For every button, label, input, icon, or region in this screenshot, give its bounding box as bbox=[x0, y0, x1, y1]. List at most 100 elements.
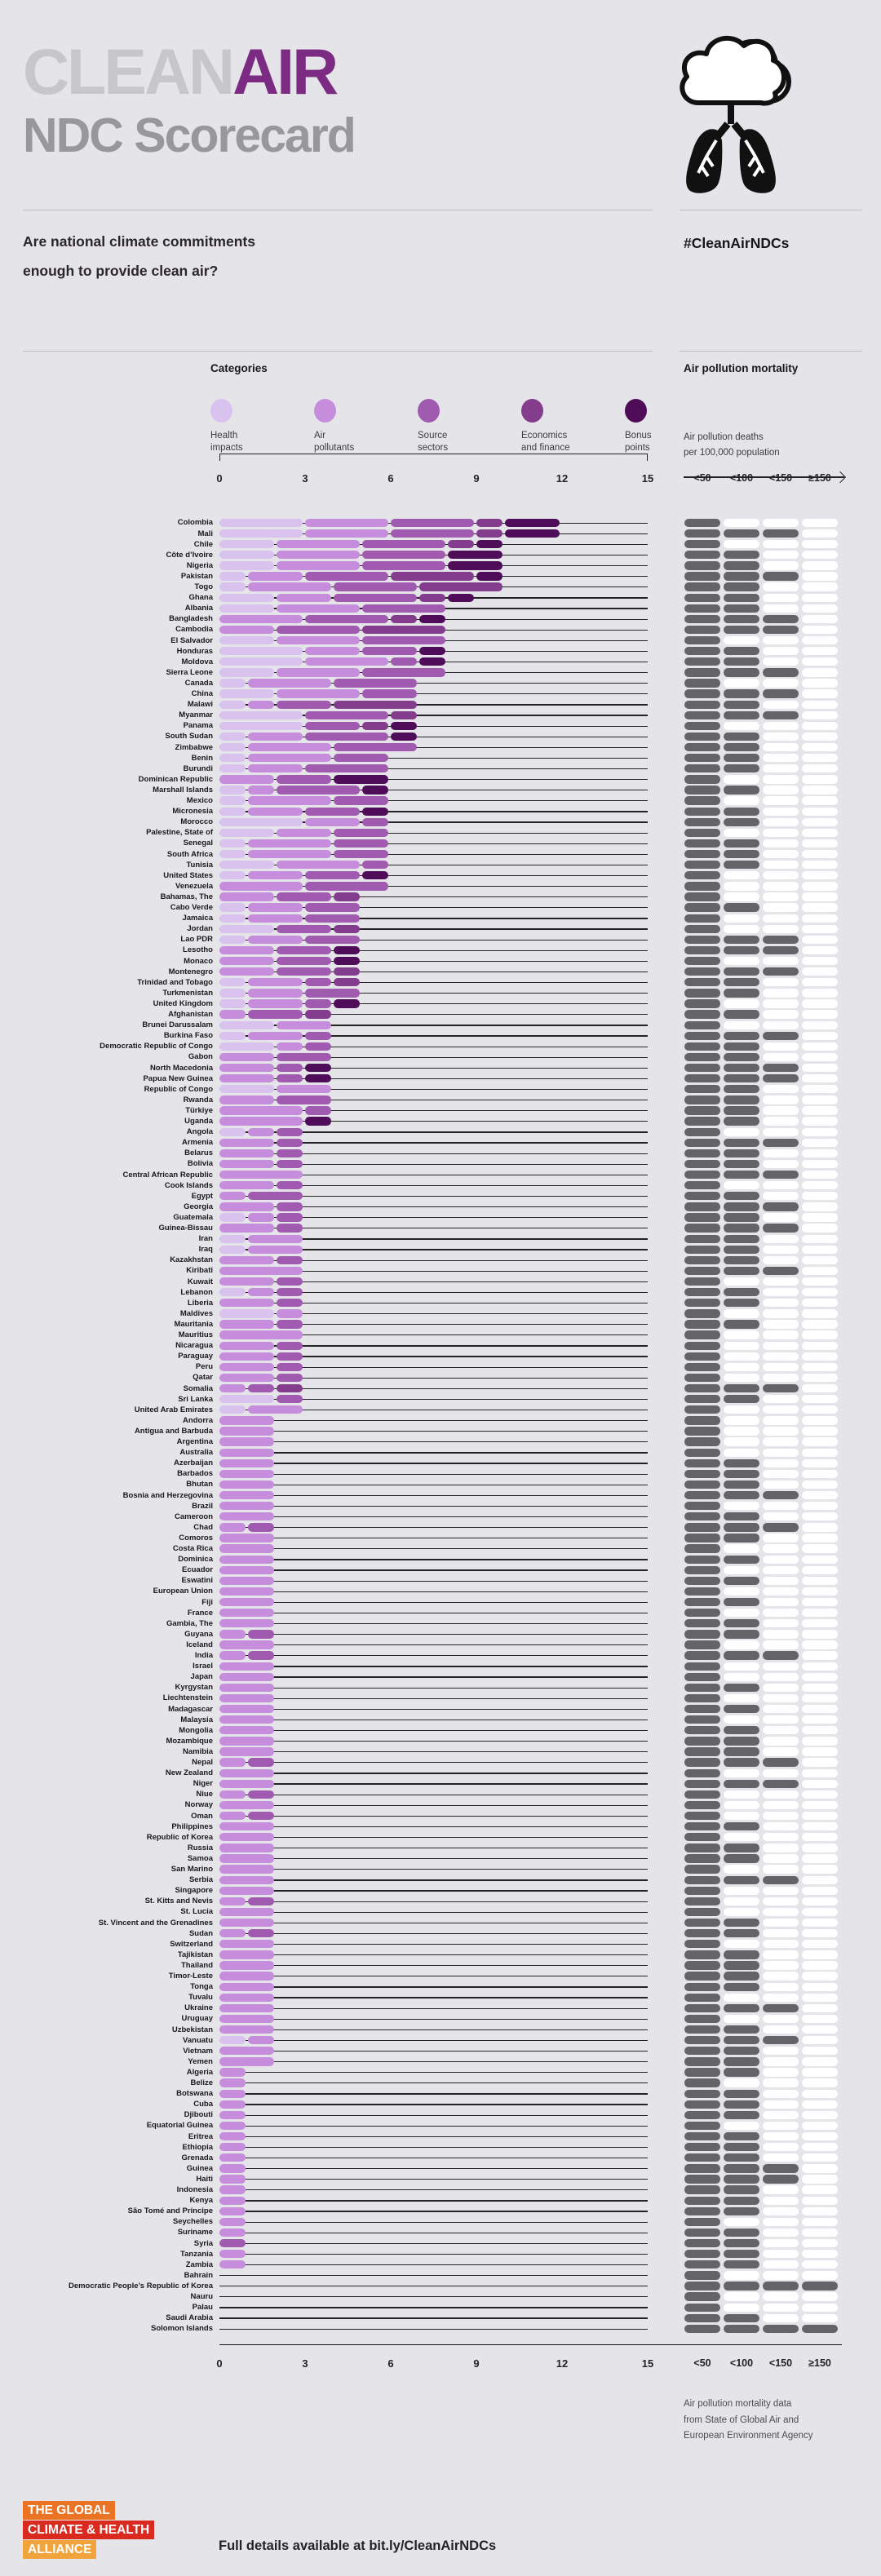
mortality-pill bbox=[724, 1758, 759, 1767]
bar-segment-2 bbox=[305, 1106, 331, 1115]
bar-segment-1 bbox=[219, 1330, 303, 1339]
mortality-pill bbox=[684, 1534, 720, 1543]
mortality-pill bbox=[684, 2036, 720, 2045]
bar-segment-2 bbox=[277, 775, 331, 784]
score-track bbox=[219, 2007, 648, 2009]
score-track bbox=[219, 1954, 648, 1956]
country-row: El Salvador bbox=[0, 635, 881, 646]
mortality-pill bbox=[763, 657, 799, 666]
mortality-pill bbox=[684, 1288, 720, 1297]
bar-segment-1 bbox=[248, 732, 303, 741]
mortality-pill bbox=[724, 1234, 759, 1243]
mortality-pill bbox=[684, 1159, 720, 1169]
legend-label-0: Health impacts bbox=[210, 431, 243, 453]
country-label: Comoros bbox=[179, 1533, 213, 1543]
country-row: Vanuatu bbox=[0, 2035, 881, 2046]
country-row: Sudan bbox=[0, 1928, 881, 1939]
country-row: European Union bbox=[0, 1586, 881, 1596]
country-row: Guyana bbox=[0, 1629, 881, 1640]
mortality-pill bbox=[684, 1437, 720, 1446]
country-label: Panama bbox=[183, 721, 213, 731]
country-row: Türkiye bbox=[0, 1105, 881, 1116]
mortality-pill bbox=[724, 796, 759, 805]
x-tick-9: 9 bbox=[473, 2357, 480, 2370]
score-track bbox=[219, 1932, 648, 1935]
bar-segment-2 bbox=[391, 657, 417, 666]
bar-segment-1 bbox=[219, 2250, 246, 2259]
bar-segment-2 bbox=[277, 1288, 303, 1297]
mortality-pill bbox=[684, 2014, 720, 2024]
country-label: Seychelles bbox=[172, 2217, 213, 2227]
mortality-pill bbox=[802, 1437, 838, 1446]
mortality-pill bbox=[724, 2313, 759, 2322]
bar-segment-0 bbox=[219, 1309, 274, 1318]
mortality-pill bbox=[684, 1255, 720, 1265]
country-row: Japan bbox=[0, 1671, 881, 1682]
mortality-pill bbox=[724, 593, 759, 602]
bar-segment-1 bbox=[305, 817, 360, 826]
bar-segment-1 bbox=[219, 1950, 274, 1959]
bar-segment-2 bbox=[362, 540, 445, 549]
country-label: Lesotho bbox=[183, 945, 213, 955]
mortality-pill bbox=[802, 764, 838, 773]
score-track bbox=[219, 886, 648, 887]
country-row: Yemen bbox=[0, 2056, 881, 2067]
mortality-pill bbox=[802, 2025, 838, 2034]
mortality-pill bbox=[763, 2206, 799, 2215]
score-track bbox=[219, 1986, 648, 1988]
country-label: Lebanon bbox=[180, 1287, 213, 1297]
score-track bbox=[219, 1131, 648, 1133]
score-track bbox=[219, 1687, 648, 1689]
mortality-heading: Air pollution mortality bbox=[684, 362, 799, 374]
mortality-pill bbox=[724, 1800, 759, 1810]
mortality-pill bbox=[724, 1383, 759, 1393]
country-row: Guatemala bbox=[0, 1212, 881, 1223]
mortality-pill bbox=[763, 1512, 799, 1521]
bar-segment-1 bbox=[277, 593, 331, 602]
score-track bbox=[219, 768, 648, 770]
score-track bbox=[219, 1078, 648, 1080]
country-row: Liechtenstein bbox=[0, 1693, 881, 1703]
bar-segment-2 bbox=[277, 1202, 303, 1211]
mortality-pill bbox=[802, 1213, 838, 1222]
mortality-pill bbox=[684, 1822, 720, 1831]
country-row: Kyrgystan bbox=[0, 1682, 881, 1693]
country-row: Ethiopia bbox=[0, 2142, 881, 2153]
mortality-pill bbox=[684, 1042, 720, 1051]
mortality-pill bbox=[724, 764, 759, 773]
mortality-pill bbox=[802, 2228, 838, 2237]
country-label: Rwanda bbox=[183, 1095, 213, 1104]
mortality-pill bbox=[802, 2324, 838, 2334]
mortality-pill bbox=[724, 1074, 759, 1083]
bar-segment-1 bbox=[219, 1063, 274, 1073]
score-track bbox=[219, 1826, 648, 1828]
mortality-pill bbox=[802, 1918, 838, 1928]
mortality-pill bbox=[724, 1576, 759, 1586]
bar-segment-1 bbox=[219, 2175, 246, 2184]
bar-segment-1 bbox=[219, 1192, 246, 1201]
bar-segment-1 bbox=[248, 796, 331, 805]
mortality-pill bbox=[684, 1085, 720, 1094]
mortality-pill bbox=[802, 786, 838, 794]
bar-segment-0 bbox=[219, 924, 274, 933]
country-label: Albania bbox=[184, 604, 213, 613]
score-track bbox=[219, 2072, 648, 2074]
country-row: Bahrain bbox=[0, 2270, 881, 2281]
mortality-pill bbox=[724, 1523, 759, 1532]
country-label: Marshall Islands bbox=[153, 785, 213, 794]
bar-segment-2 bbox=[305, 978, 331, 987]
country-label: Monaco bbox=[184, 956, 213, 966]
bar-segment-1 bbox=[248, 1288, 274, 1297]
score-track bbox=[219, 1291, 648, 1294]
country-label: Uganda bbox=[184, 1117, 213, 1126]
bar-segment-1 bbox=[219, 2143, 246, 2152]
mortality-pill bbox=[763, 1042, 799, 1051]
mortality-pill bbox=[763, 1886, 799, 1895]
mortality-pill bbox=[802, 1672, 838, 1681]
mortality-pill bbox=[763, 1555, 799, 1564]
country-label: Switzerland bbox=[170, 1939, 213, 1949]
mortality-pill bbox=[684, 732, 720, 741]
mortality-pill bbox=[724, 1704, 759, 1714]
mortality-pill bbox=[802, 2078, 838, 2087]
country-row: Philippines bbox=[0, 1821, 881, 1832]
